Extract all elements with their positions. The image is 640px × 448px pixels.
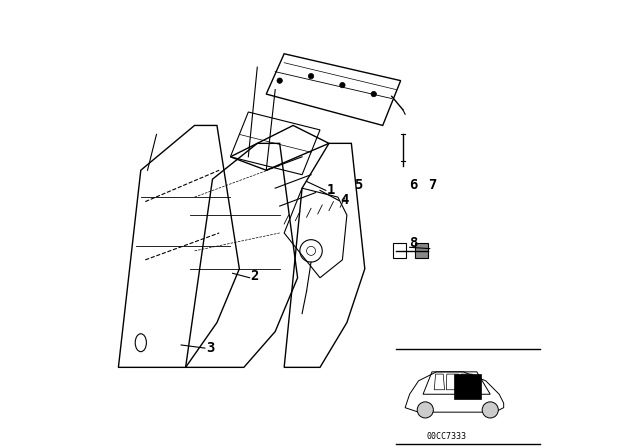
Text: 6: 6	[410, 178, 418, 192]
Text: 8: 8	[410, 236, 418, 250]
Circle shape	[482, 402, 499, 418]
Text: 7: 7	[428, 178, 436, 192]
Text: 4: 4	[340, 193, 349, 207]
FancyBboxPatch shape	[415, 243, 428, 258]
Circle shape	[277, 78, 282, 83]
Text: 2: 2	[251, 269, 259, 283]
Text: 5: 5	[353, 178, 362, 192]
Bar	[454, 374, 481, 399]
Text: 1: 1	[327, 182, 335, 197]
Text: 00CC7333: 00CC7333	[427, 432, 467, 441]
Circle shape	[340, 82, 345, 88]
Circle shape	[308, 73, 314, 79]
Circle shape	[371, 91, 376, 97]
Text: 3: 3	[206, 340, 214, 355]
Circle shape	[417, 402, 433, 418]
